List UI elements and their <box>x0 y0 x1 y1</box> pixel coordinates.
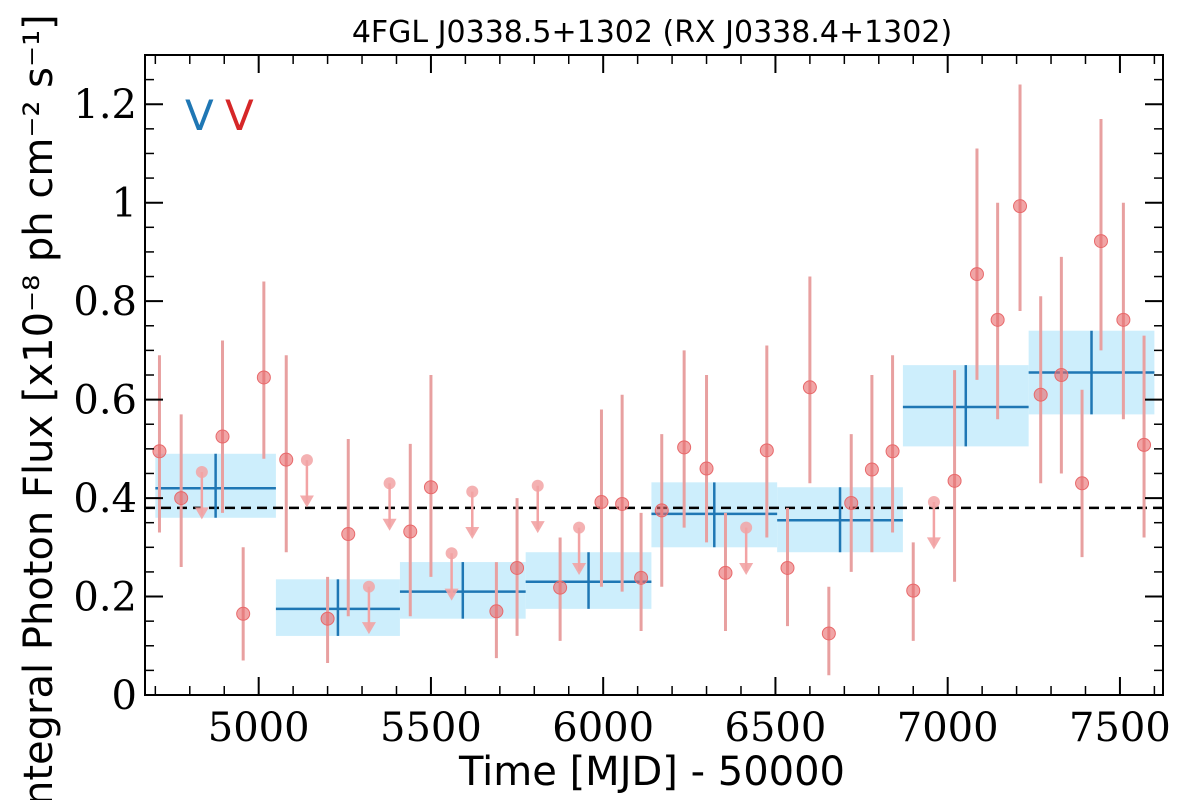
detection-point <box>864 462 879 477</box>
detection-point <box>215 429 230 444</box>
detection-point <box>759 443 774 458</box>
detection-point <box>553 580 568 595</box>
y-tick-label: 1 <box>112 181 137 227</box>
detection-point <box>718 565 733 580</box>
detection-point <box>152 444 167 459</box>
y-tick-label: 1.2 <box>73 82 137 128</box>
x-tick-label: 6500 <box>725 705 827 751</box>
x-tick-label: 6000 <box>552 705 654 751</box>
upper-limit-arrow <box>465 527 480 540</box>
upper-limit-arrow <box>382 518 397 531</box>
detection-point <box>1013 199 1028 214</box>
upper-limit-arrow <box>739 563 754 575</box>
detection-point <box>1116 312 1131 327</box>
detection-point <box>1093 234 1108 249</box>
detection-point <box>236 606 251 621</box>
x-axis-label: Time [MJD] - 50000 <box>458 749 845 795</box>
detection-point <box>594 495 609 510</box>
y-tick-label: 0.8 <box>73 279 137 325</box>
y-tick-label: 0.4 <box>73 476 137 522</box>
detection-point <box>1075 476 1090 491</box>
detection-point <box>699 461 714 476</box>
upper-limit-arrow <box>926 537 941 550</box>
detection-point <box>844 496 859 510</box>
legend-marker: V <box>225 91 254 140</box>
x-tick-label: 5500 <box>380 705 482 751</box>
upper-limit-arrow <box>572 563 587 575</box>
detection-point <box>906 583 921 598</box>
detection-point <box>279 452 294 467</box>
detection-point <box>320 611 335 626</box>
detection-point <box>947 473 962 488</box>
detection-point <box>990 312 1005 327</box>
x-tick-label: 7500 <box>1069 705 1171 751</box>
upper-limit-arrow <box>299 495 314 508</box>
upper-limit-arrow <box>530 521 545 534</box>
detection-point <box>802 380 817 395</box>
detection-point <box>403 524 418 539</box>
x-tick-label: 7000 <box>897 705 999 751</box>
detection-point <box>1054 368 1069 382</box>
detection-point <box>821 626 836 641</box>
upper-limit-arrow <box>444 588 459 601</box>
detection-point <box>677 440 692 455</box>
x-tick-label: 5000 <box>208 705 310 751</box>
detection-point <box>174 491 189 506</box>
detection-point <box>885 444 900 459</box>
detection-point <box>1137 437 1152 452</box>
plot-area: 0 0.2 0.4 0.6 0.8 1 1.2 5000 5500 6000 6500 7000 750… <box>73 54 1171 751</box>
legend-marker: V <box>185 91 214 140</box>
detection-point <box>1033 387 1048 402</box>
y-tick-label: 0.6 <box>73 378 137 424</box>
upper-limit-arrow <box>194 507 209 520</box>
detection-point <box>341 527 356 542</box>
detection-point <box>510 560 525 575</box>
upper-limit-arrow <box>361 622 376 635</box>
y-tick-label: 0 <box>112 673 137 719</box>
detection-point <box>615 496 630 511</box>
y-tick-label: 0.2 <box>73 575 137 621</box>
detection-point <box>256 370 271 385</box>
detection-point <box>969 267 984 282</box>
chart-title: 4FGL J0338.5+1302 (RX J0338.4+1302) <box>352 15 952 50</box>
detection-point <box>489 604 504 619</box>
detection-point <box>654 503 669 518</box>
detection-point <box>423 480 438 495</box>
detection-point <box>634 570 649 585</box>
detection-point <box>780 560 795 575</box>
y-axis-label: Integral Photon Flux [x10⁻⁸ ph cm⁻² s⁻¹] <box>16 14 62 800</box>
